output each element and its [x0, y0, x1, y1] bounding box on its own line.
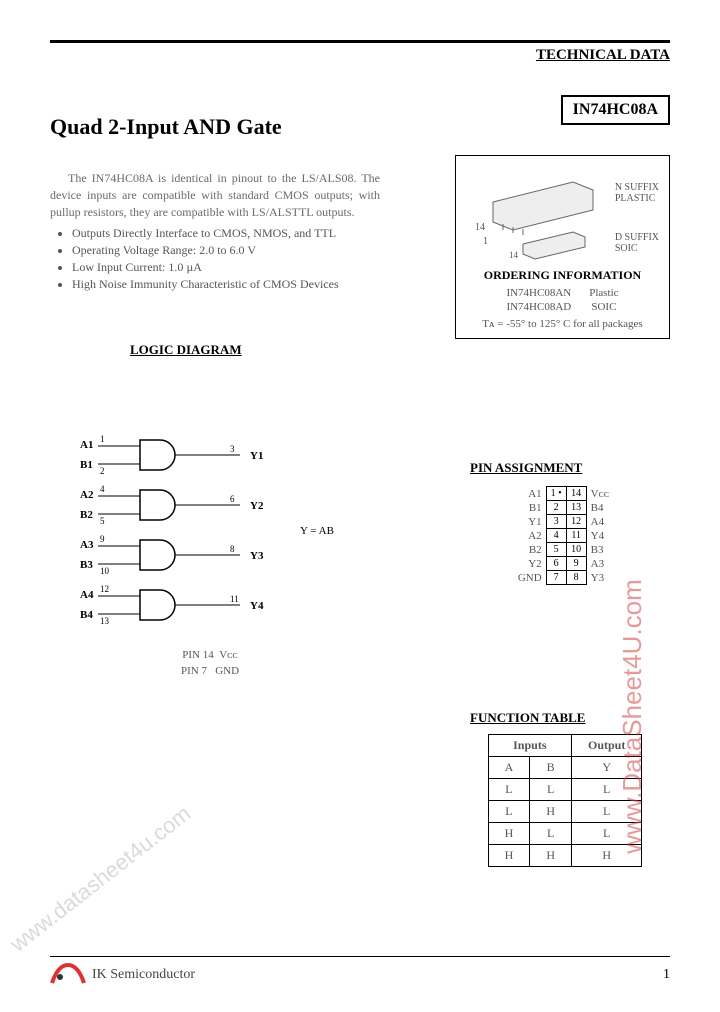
- svg-text:1: 1: [100, 434, 105, 444]
- table-row: HHH: [488, 845, 642, 867]
- table-row: HLL: [488, 823, 642, 845]
- ordering-info-box: 14 1 14 N SUFFIX PLASTIC D SUFFIX SOIC O…: [455, 155, 670, 339]
- svg-text:13: 13: [100, 616, 110, 626]
- svg-text:Y2: Y2: [250, 500, 264, 512]
- table-row: IN74HC08ADSOIC: [498, 301, 626, 313]
- svg-text:14: 14: [475, 222, 485, 233]
- svg-text:Y4: Y4: [250, 600, 264, 612]
- ordering-table: IN74HC08ANPlastic IN74HC08ADSOIC: [496, 285, 628, 315]
- svg-text:B1: B1: [80, 459, 93, 471]
- n-suffix-label: N SUFFIX PLASTIC: [615, 182, 659, 204]
- table-header-row: Inputs Output: [488, 735, 642, 757]
- svg-text:4: 4: [100, 484, 105, 494]
- pin-assignment-table: A11 •14VᴄᴄB1213B4Y1312A4A2411Y4B2510B3Y2…: [514, 486, 616, 585]
- svg-text:12: 12: [100, 584, 109, 594]
- logic-diagram: A1 1 B1 2 3 Y1 A2 4 B2 5 6 Y2 A3 9 B3 10…: [80, 430, 340, 677]
- function-table-section: FUNCTION TABLE Inputs Output A B Y LLLLH…: [470, 680, 660, 875]
- pin-row: B1213B4: [514, 501, 616, 515]
- svg-text:A2: A2: [80, 489, 94, 501]
- table-row: IN74HC08ANPlastic: [498, 287, 626, 299]
- svg-text:A3: A3: [80, 539, 94, 551]
- svg-text:A4: A4: [80, 589, 94, 601]
- technical-data-heading: TECHNICAL DATA: [50, 47, 670, 64]
- logic-equation: Y = AB: [300, 525, 334, 537]
- ik-logo-icon: [50, 963, 86, 987]
- function-table: Inputs Output A B Y LLLLHLHLLHHH: [488, 734, 643, 867]
- svg-text:B2: B2: [80, 509, 93, 521]
- header-rule: [50, 40, 670, 43]
- svg-text:10: 10: [100, 566, 110, 576]
- package-drawings: 14 1 14 N SUFFIX PLASTIC D SUFFIX SOIC: [462, 162, 663, 262]
- pin-assignment-title: PIN ASSIGNMENT: [470, 460, 660, 476]
- svg-text:9: 9: [100, 534, 105, 544]
- function-table-title: FUNCTION TABLE: [470, 710, 660, 726]
- pin-row: GND78Y3: [514, 571, 616, 585]
- svg-text:B3: B3: [80, 559, 93, 571]
- pin-assignment-section: PIN ASSIGNMENT A11 •14VᴄᴄB1213B4Y1312A4A…: [470, 430, 660, 595]
- svg-text:5: 5: [100, 516, 105, 526]
- svg-text:B4: B4: [80, 609, 93, 621]
- pin14-note: PIN 14 Vᴄᴄ: [80, 649, 340, 661]
- svg-text:2: 2: [100, 466, 105, 476]
- output-header: Output: [571, 735, 641, 757]
- table-row: LHL: [488, 801, 642, 823]
- company-name: IK Semiconductor: [92, 967, 195, 983]
- svg-text:14: 14: [509, 250, 519, 260]
- part-number-box: IN74HC08A: [561, 95, 670, 125]
- pin-row: Y269A3: [514, 557, 616, 571]
- svg-text:6: 6: [230, 494, 235, 504]
- pin7-note: PIN 7 GND: [80, 665, 340, 677]
- temperature-range: Tᴀ = -55° to 125° C for all packages: [462, 318, 663, 330]
- pin-row: B2510B3: [514, 543, 616, 557]
- logic-diagram-title: LOGIC DIAGRAM: [130, 342, 670, 358]
- svg-text:3: 3: [230, 444, 235, 454]
- inputs-header: Inputs: [488, 735, 571, 757]
- svg-text:11: 11: [230, 594, 239, 604]
- svg-text:A1: A1: [80, 439, 93, 451]
- d-suffix-label: D SUFFIX SOIC: [615, 232, 659, 254]
- description-text: The IN74HC08A is identical in pinout to …: [50, 170, 380, 220]
- table-row: LLL: [488, 779, 642, 801]
- company-logo-name: IK Semiconductor: [50, 963, 195, 987]
- description-content: The IN74HC08A is identical in pinout to …: [50, 171, 380, 219]
- pin-row: A2411Y4: [514, 529, 616, 543]
- watermark-gray: www.datasheet4u.com: [5, 801, 195, 958]
- svg-text:1: 1: [483, 236, 488, 247]
- pin-row: A11 •14Vᴄᴄ: [514, 487, 616, 501]
- pin-row: Y1312A4: [514, 515, 616, 529]
- page-footer: IK Semiconductor 1: [50, 956, 670, 987]
- ordering-title: ORDERING INFORMATION: [462, 268, 663, 283]
- svg-text:Y3: Y3: [250, 550, 264, 562]
- svg-text:8: 8: [230, 544, 235, 554]
- table-subheader-row: A B Y: [488, 757, 642, 779]
- page-number: 1: [663, 967, 670, 983]
- svg-text:Y1: Y1: [250, 450, 263, 462]
